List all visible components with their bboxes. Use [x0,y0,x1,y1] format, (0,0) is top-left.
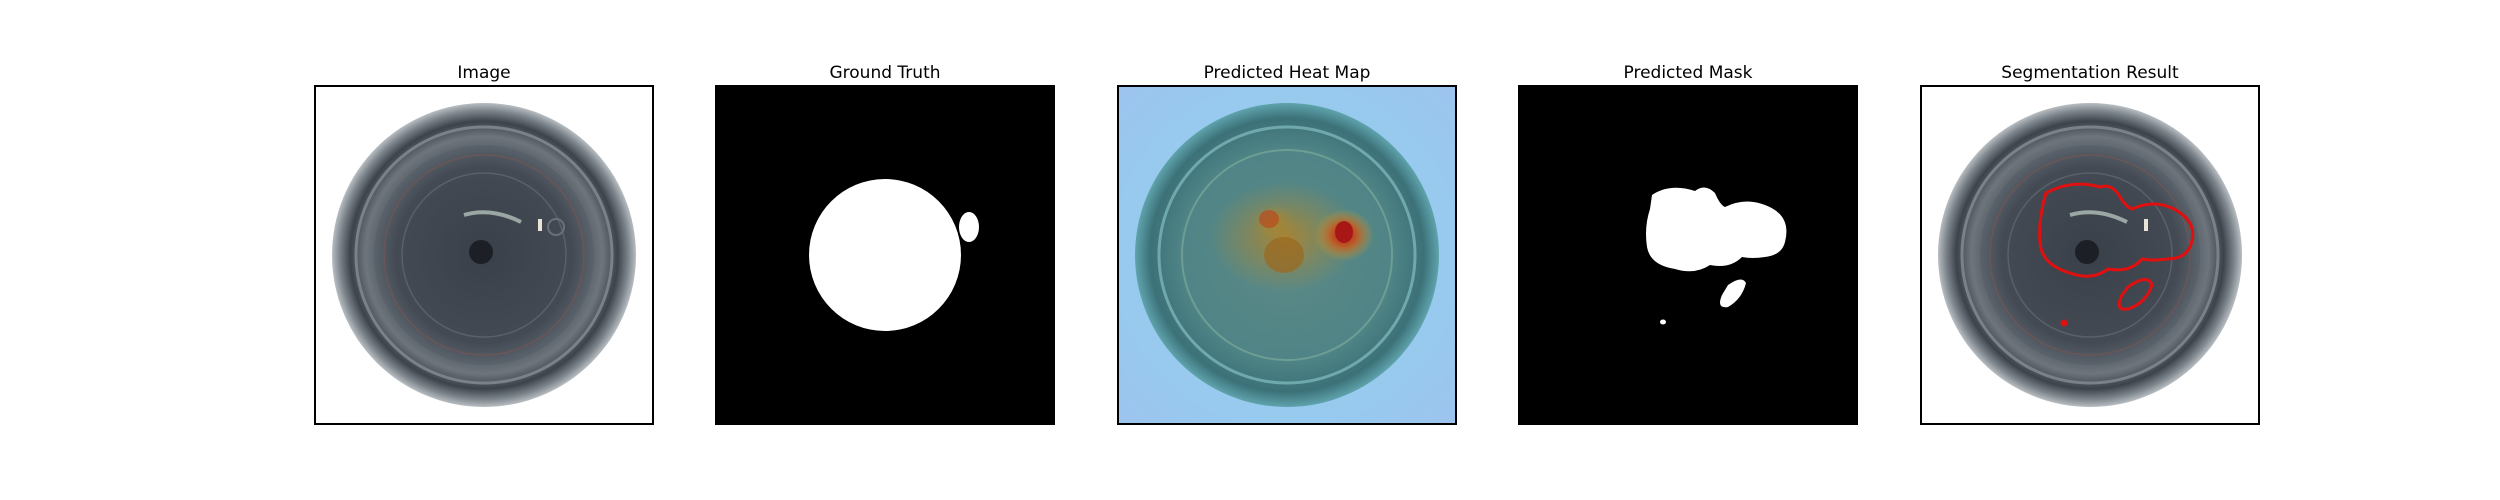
segmentation-frame [1920,85,2260,425]
predicted-mask [1520,87,1856,423]
heat-map-frame [1117,85,1457,425]
panel-predicted-heat-map: Predicted Heat Map [1117,62,1457,425]
ground-truth-frame [715,85,1055,425]
panel-ground-truth: Ground Truth [715,62,1055,425]
panel-title: Image [457,63,511,83]
panel-title: Segmentation Result [2001,63,2179,83]
bottle-photo [316,87,652,423]
panel-title: Predicted Mask [1623,63,1753,83]
contour-dot [2060,319,2068,327]
predicted-mask-frame [1518,85,1858,425]
panel-segmentation-result: Segmentation Result [1920,62,2260,425]
segmentation-contour [2038,182,2195,311]
ground-truth-mask [717,87,1053,423]
segmentation-overlay [1922,87,2258,423]
heat-map-overlay [1119,87,1455,423]
panel-title: Predicted Heat Map [1203,63,1371,83]
panel-image: Image [314,62,654,425]
image-frame [314,85,654,425]
panel-title: Ground Truth [829,63,941,83]
panel-predicted-mask: Predicted Mask [1518,62,1858,425]
